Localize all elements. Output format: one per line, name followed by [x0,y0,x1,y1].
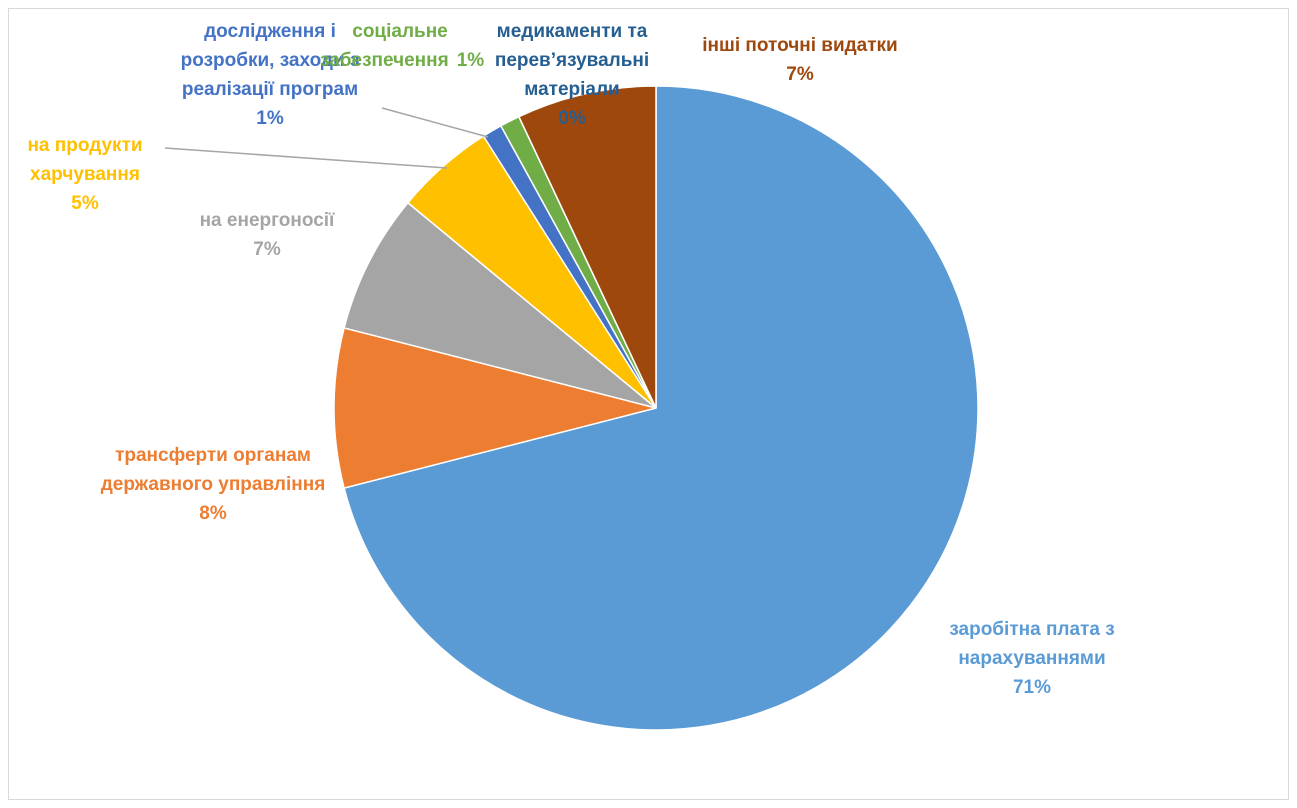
data-label: інші поточні видатки 7% [665,31,935,89]
value-label: 7% [786,64,814,85]
category-label: соціальне забезпечення [320,21,449,71]
value-label: 8% [199,503,227,524]
category-label: трансферти органам державного управління [100,445,326,495]
data-label: трансферти органам державного управління… [78,441,348,528]
category-label: заробітна плата з нарахуваннями [949,619,1115,669]
category-label: на енергоносії [199,210,335,231]
category-label: дослідження і розробки, заходи з реаліза… [180,21,360,100]
pie-slice [333,327,657,489]
data-label: заробітна плата з нарахуваннями 71% [917,615,1147,702]
category-label: на продукти харчування [27,135,143,185]
data-label: соціальне забезпечення 1% [320,17,484,75]
pie-slice [343,85,979,731]
pie-slice [343,201,657,409]
value-label: 0% [558,108,586,129]
data-label: на продукти харчування 5% [5,131,165,218]
value-label: 1% [456,50,485,71]
leader-line [164,147,448,169]
value-label: 71% [1012,677,1052,698]
value-label: 1% [256,108,284,129]
category-label: інші поточні видатки [702,35,898,56]
data-label: на енергоносії 7% [157,206,377,264]
data-label: дослідження і розробки, заходи з реаліза… [155,17,385,133]
value-label: 5% [71,193,99,214]
category-label: медикаменти та перев’язувальні матеріали [494,21,650,100]
slices [333,85,979,731]
data-label: медикаменти та перев’язувальні матеріали… [477,17,667,133]
leader-line [381,107,489,138]
pie-slice [517,85,657,409]
chart-border [8,8,1289,800]
value-label: 7% [253,239,281,260]
